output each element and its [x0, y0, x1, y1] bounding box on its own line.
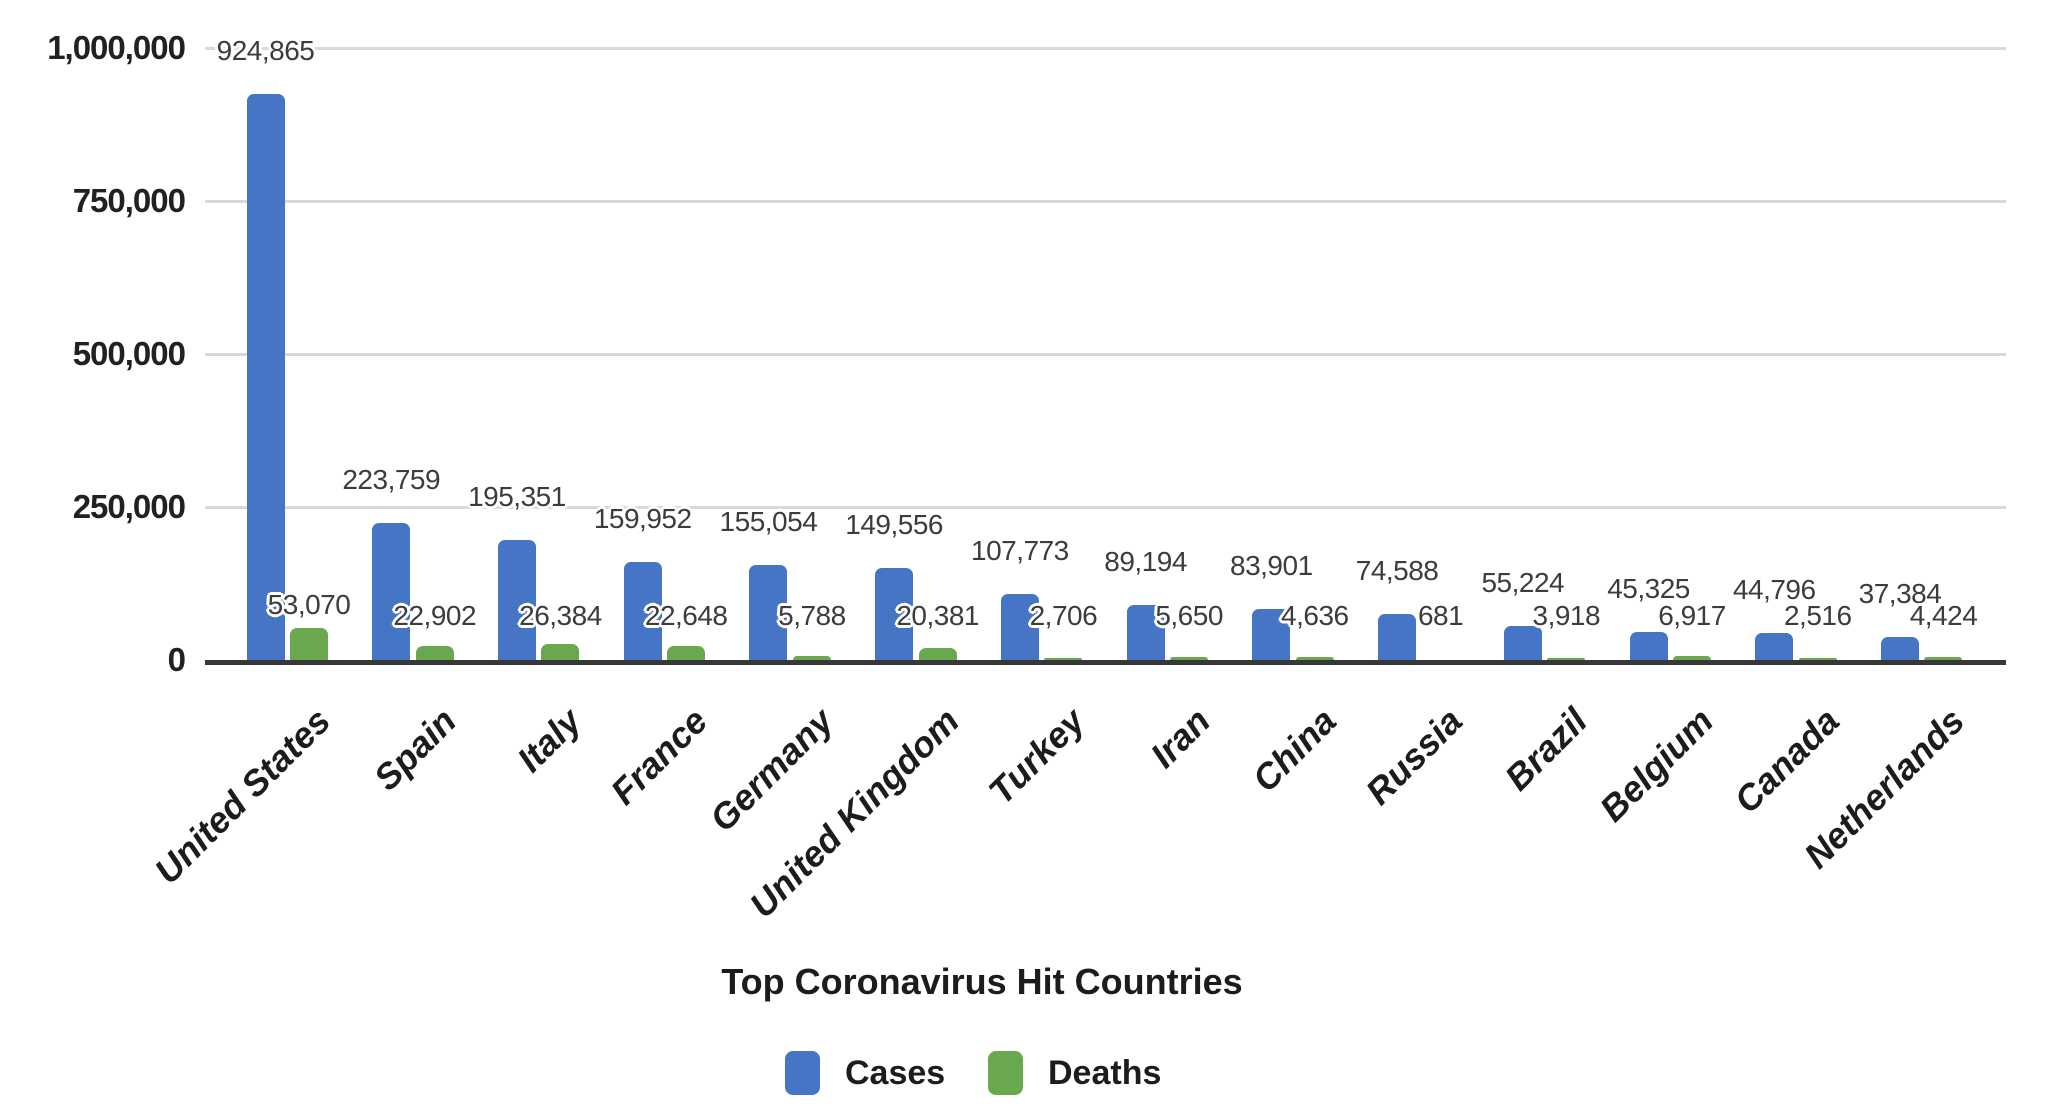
- bar-cases-united-states: [246, 93, 285, 660]
- bar-cases-canada: [1755, 632, 1794, 660]
- legend-label-deaths: Deaths: [1048, 1054, 1162, 1092]
- bar-cases-italy: [497, 540, 536, 660]
- y-axis-tick-label: 250,000: [72, 488, 186, 525]
- chart-title: Top Coronavirus Hit Countries: [721, 961, 1243, 1002]
- bar-cases-iran: [1126, 605, 1165, 660]
- cases-value-label: 159,952: [593, 503, 692, 535]
- bar-cases-russia: [1378, 614, 1417, 660]
- bar-deaths-italy: [541, 643, 580, 660]
- deaths-value-label: 4,636: [1281, 600, 1349, 631]
- cases-value-label: 44,796: [1732, 573, 1816, 605]
- bar-deaths-iran: [1170, 656, 1209, 660]
- cases-value-label: 924,865: [216, 34, 315, 66]
- deaths-value-label: 20,381: [896, 600, 979, 631]
- legend-swatch-cases: [785, 1051, 820, 1095]
- bar-cases-turkey: [1000, 594, 1039, 660]
- cases-value-label: 45,325: [1607, 573, 1690, 605]
- bar-cases-united-kingdom: [875, 568, 914, 660]
- deaths-value-label: 5,788: [778, 600, 846, 631]
- bar-deaths-brazil: [1547, 657, 1586, 660]
- legend-swatch-deaths: [988, 1051, 1023, 1095]
- bar-cases-spain: [372, 523, 411, 660]
- deaths-value-label: 3,918: [1532, 600, 1601, 631]
- deaths-value-label: 2,516: [1783, 600, 1852, 631]
- bar-deaths-netherlands: [1924, 657, 1963, 660]
- deaths-value-label: 22,648: [644, 600, 728, 631]
- deaths-value-label: 5,650: [1155, 600, 1223, 631]
- cases-value-label: 107,773: [971, 535, 1069, 567]
- gridline: [205, 46, 2006, 50]
- bar-deaths-spain: [415, 645, 454, 660]
- bar-deaths-belgium: [1673, 655, 1712, 660]
- bar-cases-netherlands: [1880, 637, 1919, 660]
- cases-value-label: 149,556: [845, 509, 943, 541]
- deaths-value-label: 4,424: [1909, 600, 1978, 631]
- bar-cases-france: [623, 562, 662, 660]
- deaths-value-label: 26,384: [519, 600, 602, 631]
- y-axis-tick-label: 750,000: [72, 182, 186, 219]
- gridline: [205, 505, 2006, 509]
- y-axis-tick-label: 0: [167, 641, 186, 678]
- deaths-value-label: 22,902: [393, 600, 477, 631]
- cases-value-label: 195,351: [468, 481, 566, 513]
- cases-value-label: 74,588: [1355, 555, 1439, 587]
- gridline: [205, 352, 2006, 356]
- bar-deaths-china: [1295, 657, 1334, 660]
- cases-value-label: 55,224: [1481, 567, 1565, 599]
- bar-cases-china: [1252, 608, 1291, 660]
- y-axis-tick-label: 1,000,000: [47, 29, 186, 66]
- bar-deaths-united-states: [290, 627, 328, 660]
- x-axis-line: [205, 660, 2006, 665]
- y-axis-tick-label: 500,000: [72, 335, 186, 372]
- cases-value-label: 155,054: [719, 506, 818, 538]
- gridline: [205, 199, 2006, 203]
- bar-deaths-canada: [1798, 658, 1837, 660]
- bar-cases-germany: [749, 565, 788, 660]
- bar-cases-brazil: [1503, 626, 1542, 660]
- cases-value-label: 223,759: [342, 464, 441, 496]
- deaths-value-label: 681: [1417, 600, 1464, 631]
- deaths-value-label: 2,706: [1029, 600, 1098, 631]
- deaths-value-label: 53,070: [267, 588, 351, 620]
- bar-deaths-turkey: [1044, 658, 1083, 660]
- cases-value-label: 83,901: [1230, 549, 1313, 581]
- deaths-value-label: 6,917: [1658, 600, 1726, 631]
- bar-cases-belgium: [1629, 632, 1668, 660]
- legend-label-cases: Cases: [845, 1054, 946, 1092]
- bar-deaths-germany: [792, 656, 831, 660]
- cases-value-label: 89,194: [1104, 546, 1187, 578]
- cases-value-label: 37,384: [1858, 578, 1942, 610]
- bar-deaths-united-kingdom: [918, 647, 957, 660]
- bar-deaths-france: [667, 646, 706, 660]
